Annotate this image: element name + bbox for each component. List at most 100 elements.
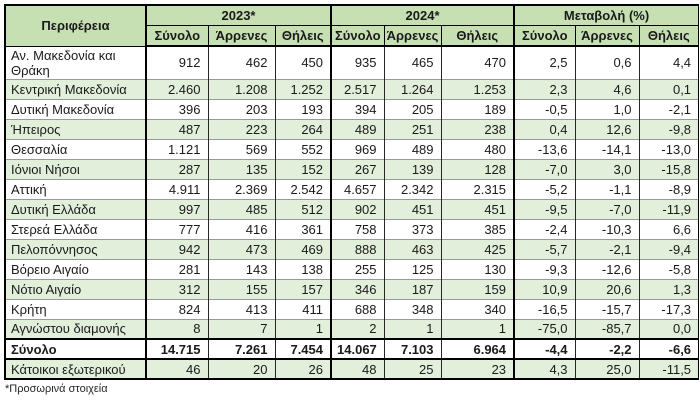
value-cell: 130 — [440, 258, 515, 279]
value-cell: -7,0 — [574, 198, 640, 219]
column-header-males-2024: Άρρενες — [383, 25, 442, 47]
value-cell: 187 — [383, 278, 442, 299]
value-cell: 14.715 — [145, 338, 208, 360]
value-cell: -85,7 — [574, 318, 640, 339]
value-cell: -9,8 — [638, 118, 699, 139]
value-cell: 128 — [440, 158, 515, 179]
column-header-total-2023: Σύνολο — [145, 25, 209, 47]
value-cell: 48 — [330, 358, 385, 379]
column-group-change: Μεταβολή (%) — [513, 4, 699, 26]
column-group-2024: 2024* — [330, 4, 515, 26]
value-cell: -5,2 — [513, 178, 576, 199]
value-cell: 10,9 — [513, 278, 576, 299]
value-cell: 3,0 — [574, 158, 640, 179]
region-cell: Δυτική Ελλάδα — [4, 198, 146, 219]
value-cell: -14,1 — [574, 138, 640, 159]
region-cell: Κεντρική Μακεδονία — [4, 78, 146, 99]
table-row: Ήπειρος 487 223 264 489 251 238 0,4 12,6 -9,8 — [4, 118, 699, 139]
value-cell: 4.911 — [145, 178, 208, 199]
value-cell: 4.657 — [330, 178, 385, 199]
value-cell: 25 — [383, 358, 442, 379]
value-cell: 824 — [145, 298, 208, 319]
region-cell: Ιόνιοι Νήσοι — [4, 158, 146, 179]
value-cell: 0,0 — [638, 318, 699, 339]
value-cell: 451 — [383, 198, 442, 219]
value-cell: 14.067 — [330, 338, 385, 360]
value-cell: 238 — [440, 118, 515, 139]
value-cell: 373 — [383, 218, 442, 239]
table-row: Θεσσαλία 1.121 569 552 969 489 480 -13,6 -14,1 -1… — [4, 138, 699, 159]
value-cell: 512 — [274, 198, 332, 219]
value-cell: -8,9 — [638, 178, 699, 199]
region-cell: Σύνολο — [4, 338, 146, 360]
value-cell: -5,7 — [513, 238, 576, 259]
value-cell: 312 — [145, 278, 208, 299]
value-cell: 267 — [330, 158, 385, 179]
value-cell: 2.517 — [330, 78, 385, 99]
region-cell: Θεσσαλία — [4, 138, 146, 159]
value-cell: 394 — [330, 98, 385, 119]
column-group-2023: 2023* — [144, 4, 332, 26]
column-header-males-2023: Άρρενες — [207, 25, 276, 47]
column-header-females-2024: Θήλεις — [440, 25, 515, 47]
value-cell: 888 — [330, 238, 385, 259]
value-cell: 1.264 — [383, 78, 442, 99]
column-header-region: Περιφέρεια — [4, 4, 147, 47]
value-cell: 7.454 — [274, 338, 332, 360]
region-cell: Ήπειρος — [4, 118, 146, 139]
value-cell: 46 — [145, 358, 208, 379]
value-cell: -13,0 — [638, 138, 699, 159]
value-cell: 413 — [207, 298, 275, 319]
value-cell: 473 — [207, 238, 275, 259]
value-cell: 135 — [207, 158, 275, 179]
value-cell: 143 — [207, 258, 275, 279]
region-cell: Αγνώστου διαμονής — [4, 318, 146, 339]
table-row: Κεντρική Μακεδονία 2.460 1.208 1.252 2.517 1.… — [4, 78, 699, 99]
value-cell: 1,0 — [574, 98, 640, 119]
value-cell: 462 — [207, 45, 275, 79]
value-cell: 569 — [207, 138, 275, 159]
table-row: Δυτική Ελλάδα 997 485 512 902 451 451 -9,5 -7,0-… — [4, 198, 699, 219]
value-cell: 0,1 — [638, 78, 699, 99]
table-body: Αν. Μακεδονία και Θράκη 912 462 450 935 465 47… — [4, 45, 699, 379]
value-cell: 997 — [145, 198, 208, 219]
value-cell: 416 — [207, 218, 275, 239]
value-cell: -9,4 — [638, 238, 699, 259]
value-cell: 450 — [274, 45, 332, 79]
value-cell: -17,3 — [638, 298, 699, 319]
value-cell: 425 — [440, 238, 515, 259]
region-cell: Αν. Μακεδονία και Θράκη — [4, 45, 146, 79]
value-cell: -11,5 — [638, 358, 699, 379]
sub-header-row: Σύνολο Άρρενες Θήλεις Σύνολο Άρρενες Θήλ… — [5, 25, 699, 47]
value-cell: 255 — [330, 258, 385, 279]
value-cell: 0,6 — [574, 45, 640, 79]
value-cell: 1.253 — [440, 78, 515, 99]
table-row: Νότιο Αιγαίο 312 155 157 346 187 159 10,9 20,6 1,… — [4, 278, 699, 299]
value-cell: 223 — [207, 118, 275, 139]
value-cell: 155 — [207, 278, 275, 299]
value-cell: 485 — [207, 198, 275, 219]
column-header-females-change: Θήλεις — [638, 25, 699, 47]
region-cell: Κάτοικοι εξωτερικού — [4, 358, 146, 379]
value-cell: -9,3 — [513, 258, 576, 279]
value-cell: 281 — [145, 258, 208, 279]
value-cell: 7 — [207, 318, 275, 339]
value-cell: -15,7 — [574, 298, 640, 319]
value-cell: 138 — [274, 258, 332, 279]
table-row: Κρήτη 824 413 411 688 348 340 -16,5 -15,7 -17,3 — [4, 298, 699, 319]
value-cell: -13,6 — [513, 138, 576, 159]
value-cell: 758 — [330, 218, 385, 239]
value-cell: -0,5 — [513, 98, 576, 119]
value-cell: 935 — [330, 45, 385, 79]
value-cell: 1 — [274, 318, 332, 339]
value-cell: 777 — [145, 218, 208, 239]
value-cell: 489 — [330, 118, 385, 139]
value-cell: 463 — [383, 238, 442, 259]
value-cell: 26 — [274, 358, 332, 379]
table-row: Στερεά Ελλάδα 777 416 361 758 373 385 -2,4 -10,3… — [4, 218, 699, 239]
value-cell: 340 — [440, 298, 515, 319]
value-cell: 189 — [440, 98, 515, 119]
value-cell: 348 — [383, 298, 442, 319]
value-cell: -75,0 — [513, 318, 576, 339]
table-row: Αν. Μακεδονία και Θράκη 912 462 450 935 465 47… — [4, 45, 699, 79]
